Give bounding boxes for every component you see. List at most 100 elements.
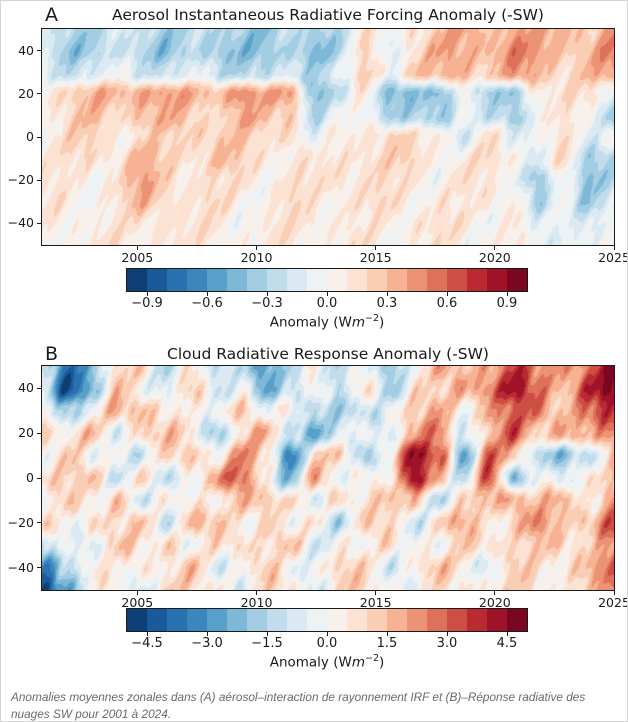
- colorbar-tick-label: −0.9: [131, 296, 163, 311]
- colorbar-tick-label: 0.0: [316, 636, 338, 651]
- y-tick-label: −20: [7, 514, 34, 530]
- colorbar-tick: [446, 292, 448, 296]
- colorbar-tick: [386, 292, 388, 296]
- panel-a-plot-area: [41, 28, 615, 246]
- colorbar-segment: [487, 609, 507, 631]
- x-axis-tick: [256, 246, 257, 250]
- colorbar-segment: [127, 609, 147, 631]
- colorbar-segment: [427, 269, 447, 291]
- colorbar-tick: [326, 632, 328, 636]
- colorbar-segment: [327, 269, 347, 291]
- colorbar-segment: [447, 609, 467, 631]
- y-tick-label: 0: [26, 470, 34, 485]
- colorbar-segment: [267, 269, 287, 291]
- colorbar-segment: [507, 609, 527, 631]
- colorbar-segment: [187, 609, 207, 631]
- colorbar-segment: [227, 609, 247, 631]
- panel-a-colorbar: [126, 268, 528, 292]
- panel-a-colorbar-axis-label: Anomaly (Wm−2): [126, 311, 528, 331]
- colorbar-label-exponent: −2: [364, 653, 379, 664]
- colorbar-segment: [467, 269, 487, 291]
- colorbar-tick: [206, 632, 208, 636]
- x-tick-label: 2020: [478, 250, 511, 265]
- x-axis-tick: [375, 246, 377, 250]
- x-tick-label: 2010: [240, 250, 273, 265]
- y-axis-tick: [37, 387, 41, 389]
- x-tick-label: 2005: [121, 250, 154, 265]
- panel-b-colorbar-axis-label: Anomaly (Wm−2): [126, 651, 528, 671]
- y-tick-label: 20: [18, 425, 34, 441]
- colorbar-segment: [387, 609, 407, 631]
- panel-b: B Cloud Radiative Response Anomaly (-SW)…: [1, 338, 627, 689]
- colorbar-label-prefix: Anomaly (W: [269, 654, 352, 671]
- x-tick-label: 2015: [359, 595, 392, 610]
- colorbar-tick: [266, 292, 268, 296]
- y-axis-tick: [37, 222, 41, 224]
- colorbar-segment: [127, 269, 147, 291]
- colorbar-tick-label: −4.5: [131, 636, 163, 651]
- colorbar-label-unit: m: [351, 314, 365, 331]
- y-tick-label: 0: [26, 129, 34, 144]
- figure-caption: Anomalies moyennes zonales dans (A) aéro…: [11, 690, 586, 721]
- y-tick-label: 20: [18, 85, 34, 101]
- colorbar-label-prefix: Anomaly (W: [269, 314, 352, 331]
- colorbar-tick: [326, 292, 328, 296]
- colorbar-tick: [446, 632, 448, 636]
- colorbar-segment: [367, 609, 387, 631]
- colorbar-segment: [287, 609, 307, 631]
- y-axis-tick: [37, 50, 41, 52]
- colorbar-tick-label: 0.0: [316, 296, 338, 311]
- colorbar-segment: [427, 609, 447, 631]
- colorbar-tick-label: 3.0: [436, 636, 458, 651]
- x-axis-tick: [613, 591, 615, 595]
- colorbar-segment: [347, 609, 367, 631]
- panel-a-title: Aerosol Instantaneous Radiative Forcing …: [112, 6, 544, 24]
- colorbar-segment: [307, 609, 327, 631]
- colorbar-tick: [266, 632, 268, 636]
- colorbar-segment: [227, 269, 247, 291]
- colorbar-segment: [247, 269, 267, 291]
- x-tick-label: 2005: [121, 595, 154, 610]
- colorbar-label-suffix: ): [379, 314, 385, 331]
- panel-a-letter: A: [45, 4, 58, 26]
- y-axis-tick: [37, 567, 41, 569]
- colorbar-tick-label: −0.6: [191, 296, 223, 311]
- y-axis-tick: [37, 179, 41, 181]
- colorbar-tick: [506, 632, 508, 636]
- y-tick-label: 40: [18, 42, 34, 58]
- colorbar-segment: [347, 269, 367, 291]
- colorbar-tick-label: −0.3: [251, 296, 283, 311]
- y-axis-tick: [37, 522, 41, 524]
- x-axis-tick: [494, 246, 496, 250]
- colorbar-tick-label: 0.3: [376, 296, 398, 311]
- colorbar-segment: [207, 609, 227, 631]
- x-axis-tick: [375, 591, 377, 595]
- panel-b-plot-area: [41, 365, 615, 591]
- y-axis-tick: [37, 136, 41, 138]
- colorbar-tick-label: 0.6: [436, 296, 458, 311]
- colorbar-label-exponent: −2: [364, 313, 379, 324]
- colorbar-tick: [386, 632, 388, 636]
- x-tick-label: 2010: [240, 595, 273, 610]
- panel-a-heatmap-canvas: [42, 29, 614, 245]
- colorbar-segment: [287, 269, 307, 291]
- colorbar-segment: [147, 269, 167, 291]
- y-axis-tick: [37, 93, 41, 95]
- y-axis-tick: [37, 477, 41, 479]
- colorbar-tick-label: −3.0: [191, 636, 223, 651]
- panel-b-colorbar: [126, 608, 528, 632]
- y-tick-label: −40: [7, 215, 34, 231]
- colorbar-segment: [407, 269, 427, 291]
- colorbar-tick: [206, 292, 208, 296]
- colorbar-tick: [146, 632, 148, 636]
- colorbar-segment: [307, 269, 327, 291]
- colorbar-segment: [267, 609, 287, 631]
- panel-b-heatmap-canvas: [42, 366, 614, 590]
- y-tick-label: −40: [7, 559, 34, 575]
- y-tick-label: 40: [18, 380, 34, 396]
- panel-a: A Aerosol Instantaneous Radiative Forcin…: [1, 1, 627, 338]
- panel-b-title: Cloud Radiative Response Anomaly (-SW): [167, 345, 489, 363]
- colorbar-tick-label: 1.5: [376, 636, 398, 651]
- colorbar-segment: [247, 609, 267, 631]
- colorbar-segment: [407, 609, 427, 631]
